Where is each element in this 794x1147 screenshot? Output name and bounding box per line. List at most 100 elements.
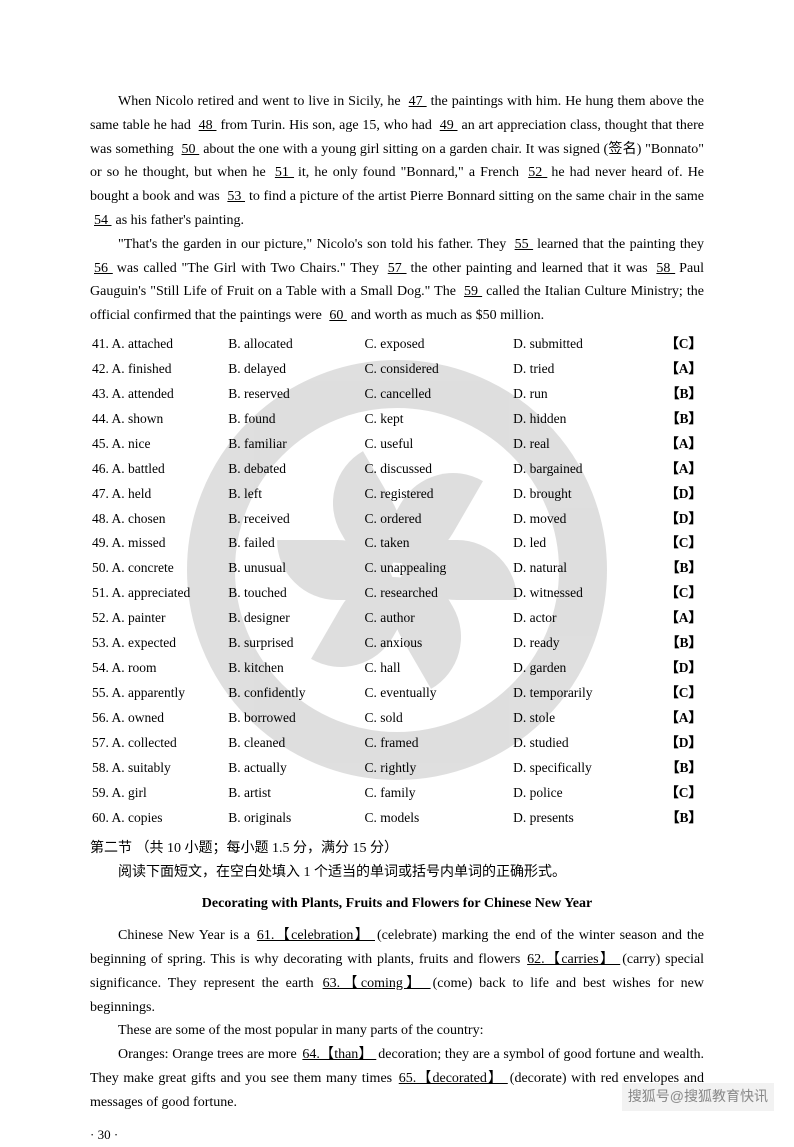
option-row: 51. A. appreciatedB. touchedC. researche… xyxy=(90,581,704,606)
option-b: B. found xyxy=(226,407,362,432)
fill-paragraph-3: Oranges: Orange trees are more 64.【than】… xyxy=(90,1043,704,1114)
blank-62: 62.【carries】 xyxy=(525,952,622,967)
text: the other painting and learned that it w… xyxy=(411,261,653,276)
option-c: C. hall xyxy=(362,656,511,681)
option-d: D. tried xyxy=(511,357,653,382)
blank-49: 49 xyxy=(436,118,462,133)
option-a: 46. A. battled xyxy=(90,457,226,482)
option-c: C. models xyxy=(362,806,511,831)
option-row: 53. A. expectedB. surprisedC. anxiousD. … xyxy=(90,631,704,656)
option-row: 46. A. battledB. debatedC. discussedD. b… xyxy=(90,457,704,482)
option-a: 58. A. suitably xyxy=(90,756,226,781)
options-table: 41. A. attachedB. allocatedC. exposedD. … xyxy=(90,332,704,831)
text: from Turin. His son, age 15, who had xyxy=(220,118,435,133)
option-answer: 【A】 xyxy=(654,457,705,482)
blank-60: 60 xyxy=(325,308,351,323)
text: as his father's painting. xyxy=(116,213,245,228)
option-a: 54. A. room xyxy=(90,656,226,681)
option-c: C. framed xyxy=(362,731,511,756)
option-answer: 【C】 xyxy=(654,531,705,556)
option-answer: 【D】 xyxy=(654,507,705,532)
option-d: D. studied xyxy=(511,731,653,756)
option-row: 42. A. finishedB. delayedC. consideredD.… xyxy=(90,357,704,382)
option-d: D. actor xyxy=(511,606,653,631)
text: to find a picture of the artist Pierre B… xyxy=(249,189,704,204)
option-a: 48. A. chosen xyxy=(90,507,226,532)
page-number: · 30 · xyxy=(90,1124,704,1146)
option-d: D. specifically xyxy=(511,756,653,781)
option-answer: 【B】 xyxy=(654,382,705,407)
option-c: C. eventually xyxy=(362,681,511,706)
option-d: D. presents xyxy=(511,806,653,831)
option-c: C. cancelled xyxy=(362,382,511,407)
option-a: 49. A. missed xyxy=(90,531,226,556)
option-c: C. unappealing xyxy=(362,556,511,581)
blank-61: 61.【celebration】 xyxy=(255,928,377,943)
option-c: C. kept xyxy=(362,407,511,432)
option-b: B. kitchen xyxy=(226,656,362,681)
fill-paragraph-1: Chinese New Year is a 61.【celebration】 (… xyxy=(90,924,704,1019)
text: it, he only found "Bonnard," a French xyxy=(298,165,524,180)
text: was called "The Girl with Two Chairs." T… xyxy=(117,261,384,276)
option-row: 52. A. painterB. designerC. authorD. act… xyxy=(90,606,704,631)
text: and worth as much as $50 million. xyxy=(351,308,544,323)
option-answer: 【A】 xyxy=(654,357,705,382)
option-b: B. failed xyxy=(226,531,362,556)
option-answer: 【A】 xyxy=(654,606,705,631)
option-answer: 【C】 xyxy=(654,581,705,606)
option-c: C. rightly xyxy=(362,756,511,781)
option-row: 56. A. ownedB. borrowedC. soldD. stole【A… xyxy=(90,706,704,731)
option-d: D. hidden xyxy=(511,407,653,432)
option-b: B. reserved xyxy=(226,382,362,407)
blank-50: 50 xyxy=(178,142,204,157)
option-d: D. temporarily xyxy=(511,681,653,706)
option-b: B. confidently xyxy=(226,681,362,706)
blank-48: 48 xyxy=(195,118,221,133)
passage-title: Decorating with Plants, Fruits and Flowe… xyxy=(90,892,704,916)
option-answer: 【D】 xyxy=(654,731,705,756)
option-a: 53. A. expected xyxy=(90,631,226,656)
blank-51: 51 xyxy=(271,165,298,180)
option-c: C. ordered xyxy=(362,507,511,532)
option-a: 56. A. owned xyxy=(90,706,226,731)
page-content: When Nicolo retired and went to live in … xyxy=(90,90,704,1147)
option-answer: 【B】 xyxy=(654,756,705,781)
blank-57: 57 xyxy=(384,261,411,276)
option-b: B. artist xyxy=(226,781,362,806)
option-b: B. originals xyxy=(226,806,362,831)
option-b: B. actually xyxy=(226,756,362,781)
option-c: C. anxious xyxy=(362,631,511,656)
option-a: 52. A. painter xyxy=(90,606,226,631)
option-d: D. police xyxy=(511,781,653,806)
option-d: D. led xyxy=(511,531,653,556)
blank-59: 59 xyxy=(460,284,486,299)
option-c: C. researched xyxy=(362,581,511,606)
cloze-paragraph-2: "That's the garden in our picture," Nico… xyxy=(90,233,704,328)
text: When Nicolo retired and went to live in … xyxy=(118,94,405,109)
blank-58: 58 xyxy=(652,261,679,276)
option-b: B. delayed xyxy=(226,357,362,382)
option-b: B. designer xyxy=(226,606,362,631)
section-2-instruction: 阅读下面短文，在空白处填入 1 个适当的单词或括号内单词的正确形式。 xyxy=(90,861,704,885)
blank-47: 47 xyxy=(405,94,431,109)
option-c: C. sold xyxy=(362,706,511,731)
option-d: D. stole xyxy=(511,706,653,731)
option-row: 44. A. shownB. foundC. keptD. hidden【B】 xyxy=(90,407,704,432)
blank-53: 53 xyxy=(223,189,249,204)
option-a: 45. A. nice xyxy=(90,432,226,457)
option-b: B. unusual xyxy=(226,556,362,581)
option-d: D. real xyxy=(511,432,653,457)
option-row: 47. A. heldB. leftC. registeredD. brough… xyxy=(90,482,704,507)
option-answer: 【A】 xyxy=(654,432,705,457)
option-a: 59. A. girl xyxy=(90,781,226,806)
option-b: B. borrowed xyxy=(226,706,362,731)
section-2-header: 第二节 （共 10 小题；每小题 1.5 分，满分 15 分） xyxy=(90,837,704,861)
text: Chinese New Year is a xyxy=(118,928,255,943)
option-row: 55. A. apparentlyB. confidentlyC. eventu… xyxy=(90,681,704,706)
option-row: 50. A. concreteB. unusualC. unappealingD… xyxy=(90,556,704,581)
option-row: 59. A. girlB. artistC. familyD. police【C… xyxy=(90,781,704,806)
option-c: C. registered xyxy=(362,482,511,507)
option-a: 51. A. appreciated xyxy=(90,581,226,606)
fill-paragraph-2: These are some of the most popular in ma… xyxy=(90,1019,704,1043)
option-b: B. touched xyxy=(226,581,362,606)
